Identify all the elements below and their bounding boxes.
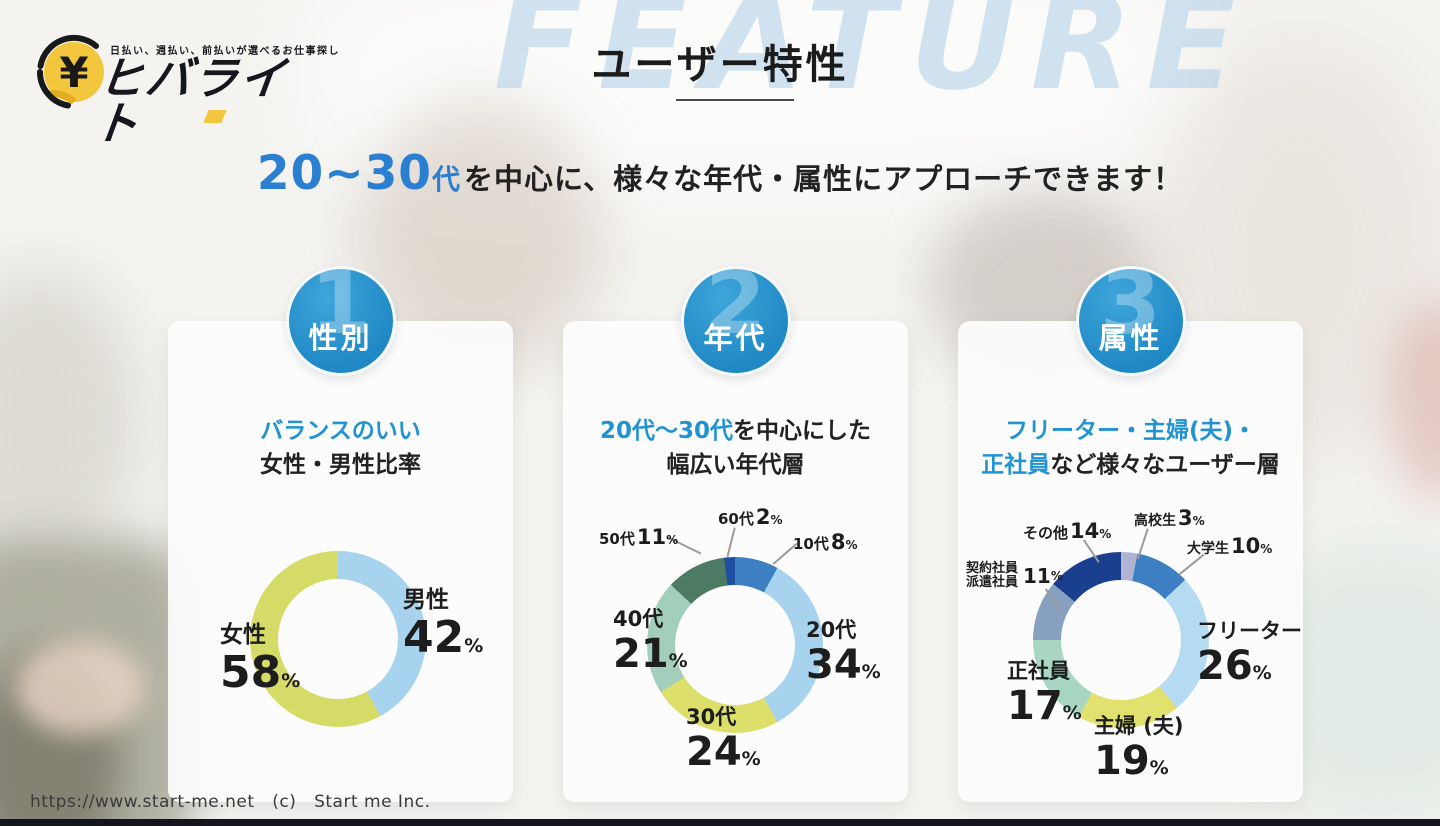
badge-number-3: 3 [1099, 251, 1162, 354]
logo-tagline: 日払い、週払い、前払いが選べるお仕事探し [110, 46, 340, 57]
subtitle-text: を中心に、様々な年代・属性にアプローチできます！ [464, 162, 1184, 196]
yen-coin-icon: ¥ [36, 34, 104, 109]
chart-label-housewife: 主婦 (夫) 19% [1094, 714, 1184, 784]
badge-number-2: 2 [704, 251, 767, 354]
desc-line1-black: を中心にした [733, 418, 871, 444]
chart-label-20s: 20代 34% [806, 618, 881, 688]
badge-circle-3: 3 属性 [1075, 259, 1186, 376]
badge-label-gender: 性別 [308, 321, 373, 355]
title-underline [676, 99, 794, 101]
donut-chart-age [647, 557, 823, 733]
bottom-bar [0, 819, 1440, 826]
leader-line [727, 527, 736, 558]
subtitle-highlight-unit: 代 [432, 163, 461, 196]
chart-label-freeter: フリーター 26% [1197, 619, 1302, 689]
card-description-gender: バランスのいい 女性・男性比率 [168, 414, 513, 482]
subtitle-highlight: 20~30 [256, 146, 433, 201]
page-title: ユーザー特性 [591, 42, 849, 88]
chart-label-10s: 10代 8% [793, 530, 858, 554]
page-subtitle: 20~30 代 を中心に、様々な年代・属性にアプローチできます！ [0, 146, 1440, 201]
desc-line2-black: 幅広い年代層 [666, 452, 805, 478]
card-attribute: 3 属性 フリーター・主婦(夫)・ 正社員など様々なユーザー層 その他 14% … [958, 259, 1303, 802]
chart-label-60s: 60代 2% [718, 505, 783, 529]
card-age: 2 年代 20代～30代を中心にした 幅広い年代層 50代 11% 60代 2%… [563, 259, 908, 802]
badge-label-attribute: 属性 [1098, 321, 1163, 355]
chart-label-highschool: 高校生 3% [1134, 506, 1205, 530]
background-red-tint [1390, 300, 1440, 500]
donut-chart-attribute [1033, 552, 1209, 728]
card-description-age: 20代～30代を中心にした 幅広い年代層 [563, 414, 908, 482]
footer-credit: https://www.start-me.net (c) Start me In… [30, 792, 431, 812]
card-description-attribute: フリーター・主婦(夫)・ 正社員など様々なユーザー層 [958, 414, 1303, 482]
chart-label-university: 大学生 10% [1187, 534, 1273, 558]
brand-logo: ¥ 日払い、週払い、前払いが選べるお仕事探し ヒバライト [34, 26, 339, 150]
chart-label-male: 男性 42% [403, 587, 484, 663]
chart-label-fulltime: 正社員 17% [1007, 659, 1082, 729]
badge-number-1: 1 [309, 251, 372, 354]
desc-line1-blue: バランスのいい [260, 418, 421, 444]
background-left-shade [0, 270, 140, 570]
badge-label-age: 年代 [703, 321, 768, 355]
chart-label-50s: 50代 11% [599, 525, 679, 549]
desc-line2-black: 女性・男性比率 [260, 452, 421, 478]
svg-text:¥: ¥ [59, 48, 88, 97]
chart-label-40s: 40代 21% [613, 607, 688, 677]
background-hand [15, 640, 145, 735]
badge-circle-1: 1 性別 [285, 259, 396, 376]
donut-chart-gender [250, 551, 426, 727]
desc-line2-blue: 正社員 [981, 452, 1051, 478]
background-dark-figure [0, 540, 190, 826]
card-gender: 1 性別 バランスのいい 女性・男性比率 男性 42% 女性 58% [168, 259, 513, 802]
desc-line2-black: など様々なユーザー層 [1050, 452, 1280, 478]
badge-circle-2: 2 年代 [680, 259, 791, 376]
chart-label-female: 女性 58% [220, 622, 301, 698]
chart-label-contract-temp: 契約社員 派遣社員 11% [966, 561, 1063, 590]
desc-line1-blue: 20代～30代 [599, 418, 733, 444]
feature-watermark: FEATURE [493, 0, 1251, 120]
desc-line1-blue: フリーター・主婦(夫)・ [1004, 418, 1257, 444]
chart-label-30s: 30代 24% [686, 705, 761, 775]
chart-label-other: その他 14% [1023, 519, 1112, 543]
